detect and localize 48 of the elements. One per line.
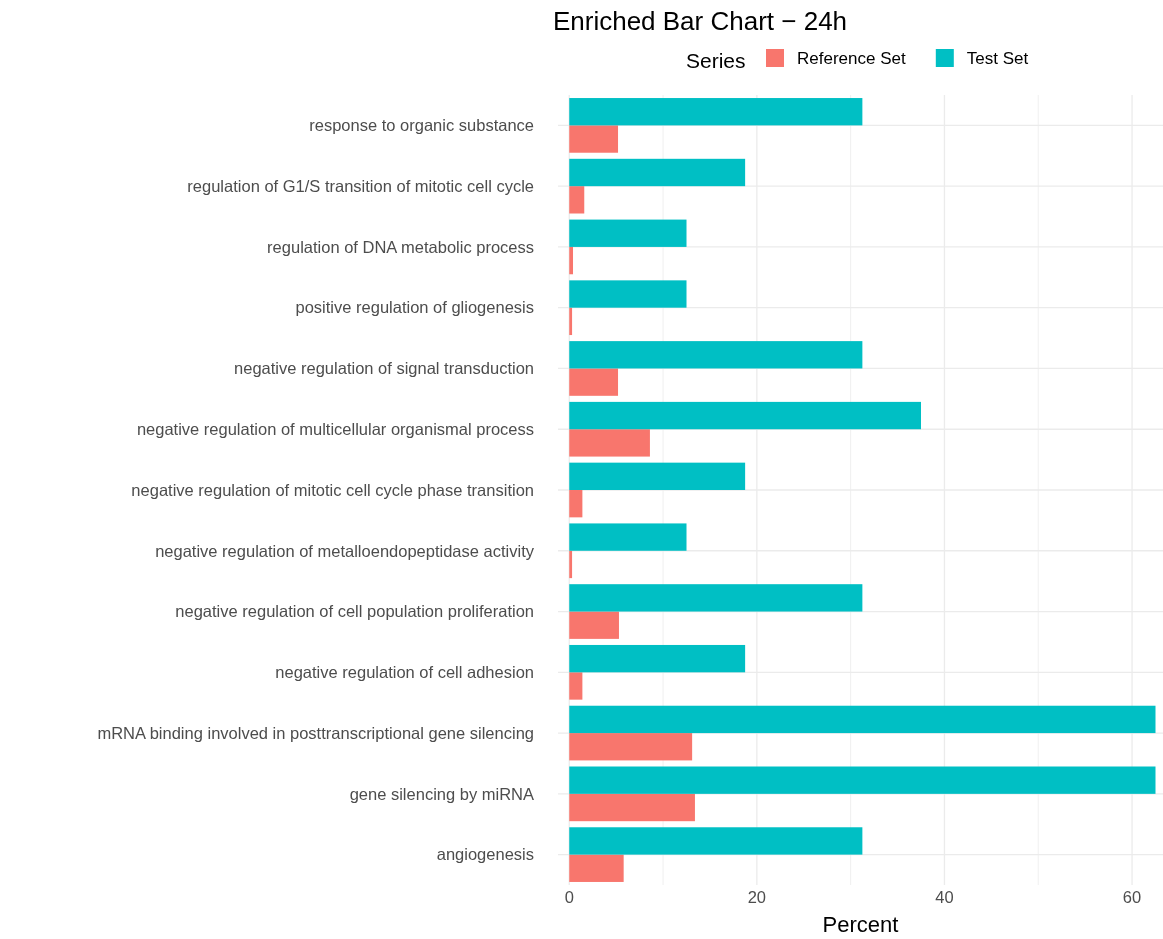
- bar: [569, 219, 687, 247]
- x-tick-label: 20: [747, 888, 767, 906]
- bar: [569, 611, 619, 639]
- bar: [569, 793, 695, 822]
- bar: [569, 158, 746, 187]
- bar: [569, 368, 619, 396]
- x-tick-label: 0: [564, 888, 574, 906]
- bar: [569, 429, 650, 457]
- bar: [569, 827, 863, 855]
- y-tick-label: gene silencing by miRNA: [349, 784, 534, 803]
- bar: [569, 125, 619, 153]
- y-tick-label: positive regulation of gliogenesis: [295, 298, 534, 317]
- x-axis-title: Percent: [822, 912, 899, 937]
- y-tick-label: regulation of DNA metabolic process: [267, 237, 534, 256]
- bar: [569, 307, 573, 336]
- y-tick-label: regulation of G1/S transition of mitotic cell cycle: [187, 176, 534, 195]
- x-tick-label: 60: [1122, 888, 1142, 906]
- y-tick-label: negative regulation of cell adhesion: [275, 663, 534, 682]
- bar: [569, 550, 573, 579]
- x-tick-label: 40: [935, 888, 954, 906]
- bar: [569, 854, 624, 882]
- bar: [569, 186, 585, 214]
- legend-label: Reference Set: [797, 49, 906, 68]
- bar: [569, 246, 574, 275]
- bar: [569, 280, 687, 308]
- bar: [569, 733, 693, 761]
- bar: [569, 490, 583, 518]
- bar: [569, 462, 746, 490]
- legend-label: Test Set: [966, 49, 1029, 68]
- bar: [569, 98, 863, 126]
- bar: [569, 584, 863, 612]
- bar: [569, 523, 687, 551]
- y-tick-label: negative regulation of multicellular organismal process: [136, 420, 534, 439]
- y-tick-label: negative regulation of cell population proliferation: [175, 602, 534, 621]
- y-tick-label: mRNA binding involved in posttranscriptional gene silencing: [97, 723, 534, 742]
- legend-title: Series: [686, 49, 746, 72]
- bar: [569, 644, 746, 673]
- y-tick-label: negative regulation of mitotic cell cycle phase transition: [131, 480, 534, 499]
- chart-title: Enriched Bar Chart − 24h: [552, 6, 848, 36]
- y-tick-label: negative regulation of signal transduction: [234, 359, 534, 378]
- bar: [569, 401, 921, 430]
- y-tick-label: angiogenesis: [436, 845, 534, 864]
- bar: [569, 766, 1156, 794]
- bar: [569, 705, 1156, 734]
- y-tick-label: negative regulation of metalloendopeptidase activity: [155, 541, 535, 560]
- bar: [569, 341, 863, 369]
- bar: [569, 672, 583, 700]
- y-tick-label: response to organic substance: [309, 116, 534, 135]
